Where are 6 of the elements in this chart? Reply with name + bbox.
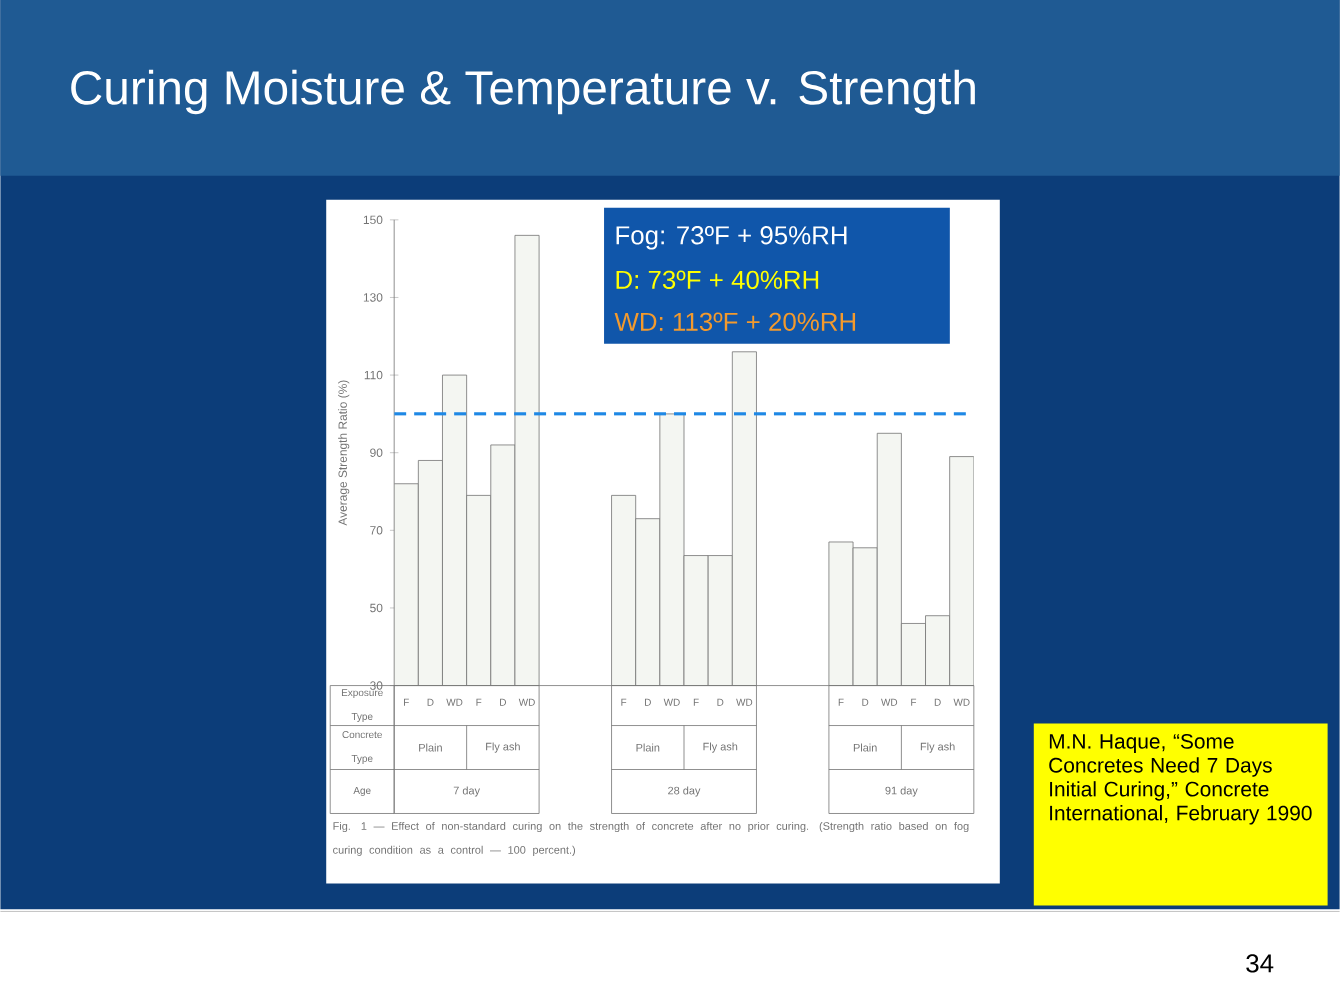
annotation: Fog: 73ºF + 95%RH [616,226,847,250]
annotation: D: 73ºF + 40%RH [616,270,819,290]
annotation: WD: 113ºF + 20%RH [614,312,856,332]
chart-title: Curing Moisture & Temperature v. Strength [71,69,975,115]
text: M.N. Haque, “Some Concretes Need 7 Days Initial Curing,” Concrete International, February 1990 [1049,734,1312,825]
text: 34 [1246,954,1274,973]
